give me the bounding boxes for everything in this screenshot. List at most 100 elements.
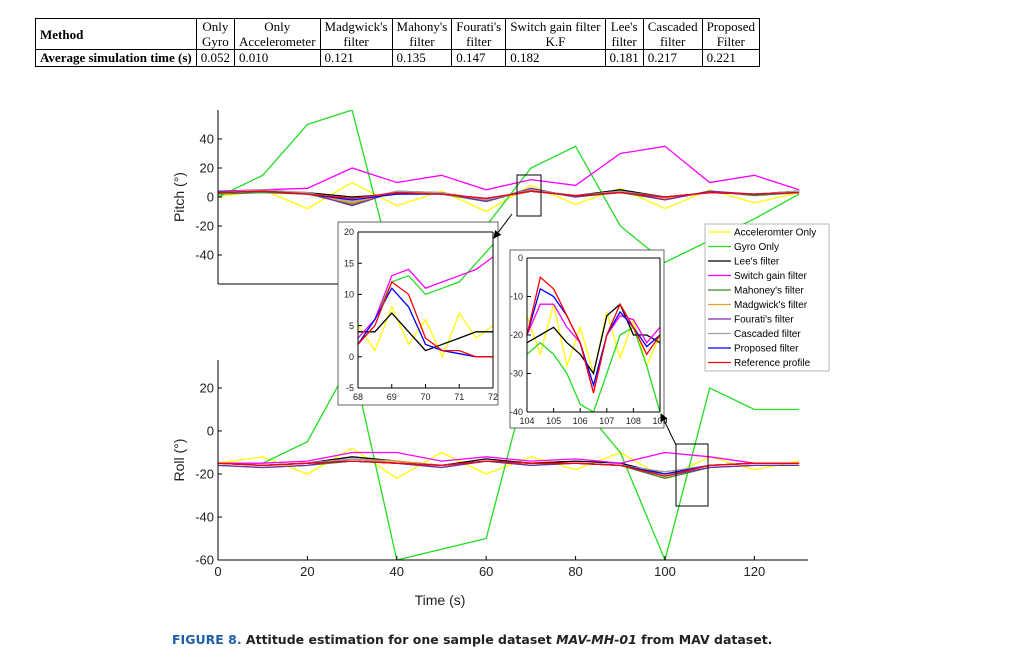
y-tick-label: -30 [510,369,523,379]
series-line [358,280,493,358]
x-tick-label: 120 [744,564,766,579]
cell: 0.121 [319,49,393,67]
y-tick-label: -20 [195,467,214,482]
series-line [218,145,800,192]
data-row: Average simulation time (s) 0.052 0.010 0.1… [35,49,760,67]
series-line [218,458,800,477]
y-axis-label: Pitch (°) [171,172,187,222]
caption-dataset: MAV-MH-01 [556,632,637,647]
cell: 0.181 [604,49,644,67]
series-line [218,110,800,284]
axes: -5 0 5 10 15 20 68 69 70 71 72 [337,221,499,406]
y-axis-label: Roll (°) [171,439,187,482]
column-header: Lee's filter [604,18,644,50]
legend-label: Cascaded filter [734,329,801,340]
x-tick-label: 104 [519,416,534,426]
column-header: Cascaded filter [642,18,703,50]
column-header: Madgwick's filter [319,18,393,50]
y-tick-label: -5 [346,383,354,393]
series-line [358,312,493,352]
zoom-box [516,174,542,217]
cell: 0.217 [642,49,703,67]
x-tick-label: 80 [568,564,582,579]
x-tick-label: 60 [479,564,493,579]
column-header: Only Gyro [195,18,236,50]
y-tick-label: 5 [349,321,354,331]
y-tick-label: 20 [200,381,214,396]
y-tick-label: 15 [344,258,354,268]
x-tick-label: 100 [654,564,676,579]
series-line [358,305,493,359]
plot-area [218,360,800,560]
y-tick-label: -20 [195,219,214,234]
legend-label: Fourati's filter [734,315,794,326]
legend-label: Gyro Only [734,242,779,253]
series-line [218,190,800,200]
caption: FIGURE 8. Attitude estimation for one sa… [172,632,772,647]
y-tick-label: 0 [518,253,523,263]
y-tick-label: 0 [349,352,354,362]
inset-background [337,221,499,406]
column-header: Mahony's filter [391,18,453,50]
legend-box [704,223,830,372]
y-tick-label: -40 [510,407,523,417]
timing-table: Method Only Gyro Only Accelerometer Madgwic… [35,18,760,67]
axes: 40 20 0 -20 -40 Pitch (°) [171,110,800,285]
x-tick-label: 40 [390,564,404,579]
y-tick-label: -20 [510,330,523,340]
cell: 0.221 [701,49,760,67]
series-line [218,360,800,560]
cell: 0.135 [391,49,453,67]
series-line [527,287,660,388]
legend: Acceleromter Only Gyro Only Lee's filter Sw… [704,223,830,372]
column-header: Fourati's filter [451,18,507,50]
legend-label: Reference profile [734,358,811,369]
figure: 40 20 0 -20 -40 Pitch (°) Acceleromter Only Gyr… [171,110,830,608]
x-tick-label: 72 [488,392,498,402]
series-line [358,287,493,358]
y-tick-label: 20 [200,161,214,176]
caption-text: Attitude estimation for one sample datas… [245,632,557,647]
zoom-arrow [493,213,513,239]
header-row: Method Only Gyro Only Accelerometer Madgwic… [35,18,760,50]
x-tick-label: 108 [626,416,641,426]
row-label: Average simulation time (s) [35,49,197,67]
legend-label: Acceleromter Only [734,228,816,239]
cell: 0.010 [234,49,321,67]
x-tick-label: 106 [573,416,588,426]
legend-label: Switch gain filter [734,271,807,282]
series-line [218,460,800,477]
series-line [218,451,800,464]
zoom-arrow [660,413,677,446]
cell: 0.182 [505,49,606,67]
y-tick-label: -40 [195,248,214,263]
series-line [358,244,493,339]
panels: 40 20 0 -20 -40 Pitch (°) Acceleromter Only Gyr… [171,110,830,608]
legend-label: Lee's filter [734,257,780,268]
plot-area [218,110,800,284]
y-tick-label: -60 [195,553,214,568]
column-header: Proposed Filter [701,18,760,50]
x-tick-label: 20 [300,564,314,579]
method-header: Method [35,18,197,50]
series-line [218,447,800,480]
x-tick-label: 105 [546,416,561,426]
series-line [358,256,493,339]
x-tick-label: 71 [454,392,464,402]
legend-label: Mahoney's filter [734,286,804,297]
plot-area [358,244,493,359]
y-tick-label: 10 [344,290,354,300]
cell: 0.147 [451,49,507,67]
cell: 0.052 [195,49,236,67]
caption-text: from MAV dataset. [636,632,773,647]
x-tick-label: 107 [599,416,614,426]
y-tick-label: 0 [207,190,214,205]
y-tick-label: -10 [510,292,523,302]
x-tick-label: 109 [652,416,667,426]
y-tick-label: -40 [195,510,214,525]
x-tick-label: 0 [214,564,221,579]
x-tick-label: 70 [420,392,430,402]
